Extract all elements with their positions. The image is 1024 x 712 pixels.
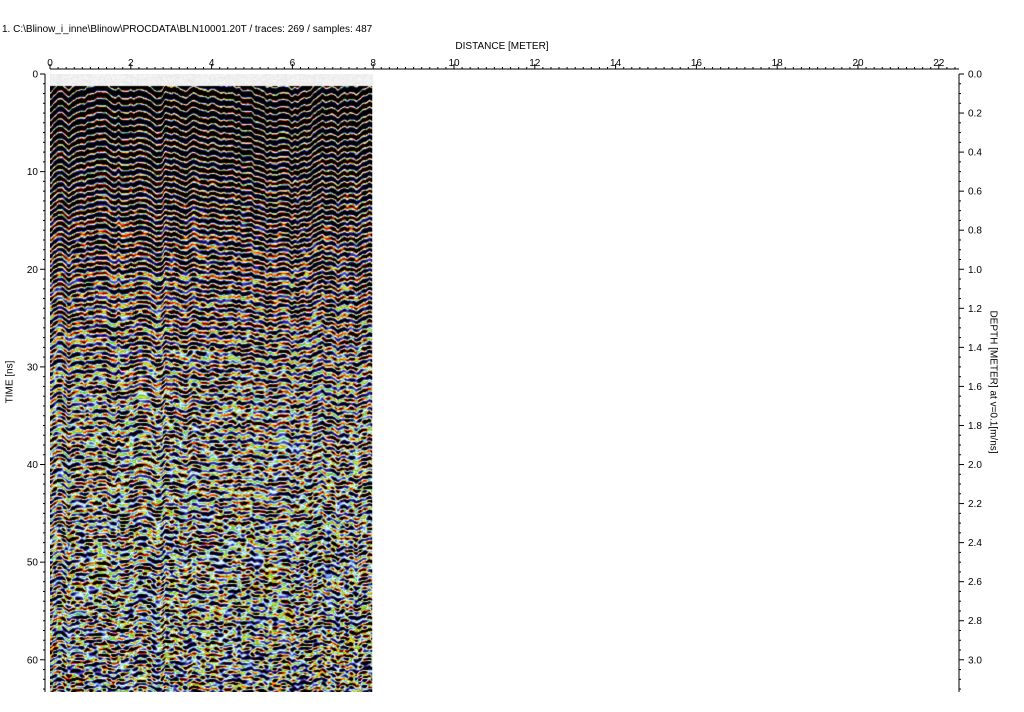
y-tick-label: 60 bbox=[27, 655, 39, 666]
x-tick-label: 0 bbox=[47, 58, 53, 69]
y2-tick-label: 2.2 bbox=[968, 499, 982, 510]
y2-tick-label: 0.6 bbox=[968, 187, 982, 198]
x-tick-label: 4 bbox=[209, 58, 215, 69]
y2-tick-label: 1.8 bbox=[968, 421, 982, 432]
y-tick-label: 50 bbox=[27, 558, 39, 569]
x-tick-label: 2 bbox=[128, 58, 134, 69]
x-tick-label: 6 bbox=[290, 58, 296, 69]
x-tick-label: 10 bbox=[448, 58, 460, 69]
file-info-title: 1. C:\Blinow_i_inne\Blinow\PROCDATA\BLN1… bbox=[2, 24, 373, 35]
radargram-image bbox=[50, 74, 374, 692]
y-tick-label: 40 bbox=[27, 460, 39, 471]
y2-tick-label: 1.2 bbox=[968, 304, 982, 315]
y2-tick-label: 2.4 bbox=[968, 538, 982, 549]
x-tick-label: 12 bbox=[529, 58, 541, 69]
x-tick-label: 20 bbox=[852, 58, 864, 69]
y2-tick-label: 3.0 bbox=[968, 655, 982, 666]
y-tick-label: 30 bbox=[27, 362, 39, 373]
y-tick-label: 20 bbox=[27, 265, 39, 276]
y-tick-label: 0 bbox=[32, 70, 38, 81]
y2-tick-label: 0.4 bbox=[968, 148, 982, 159]
y-tick-label: 10 bbox=[27, 167, 39, 178]
y2-tick-label: 1.4 bbox=[968, 343, 982, 354]
x-tick-label: 14 bbox=[610, 58, 622, 69]
y2-tick-label: 1.0 bbox=[968, 265, 982, 276]
y2-tick-label: 2.0 bbox=[968, 460, 982, 471]
y2-tick-label: 0.0 bbox=[968, 70, 982, 81]
y2-tick-label: 1.6 bbox=[968, 382, 982, 393]
axes: 0 2 4 6 8 10 12 14 16 18 20 22 0 10 20 30 40 50 60 0.0 0.2 0.… bbox=[27, 58, 982, 692]
x-tick-label: 18 bbox=[772, 58, 784, 69]
y2-tick-label: 0.2 bbox=[968, 109, 982, 120]
x-axis-title: DISTANCE [METER] bbox=[455, 41, 549, 52]
y2-tick-label: 2.8 bbox=[968, 616, 982, 627]
y2-tick-label: 2.6 bbox=[968, 577, 982, 588]
y2-tick-label: 0.8 bbox=[968, 226, 982, 237]
x-tick-label: 16 bbox=[691, 58, 703, 69]
x-tick-label: 22 bbox=[933, 58, 945, 69]
x-tick-label: 8 bbox=[370, 58, 376, 69]
